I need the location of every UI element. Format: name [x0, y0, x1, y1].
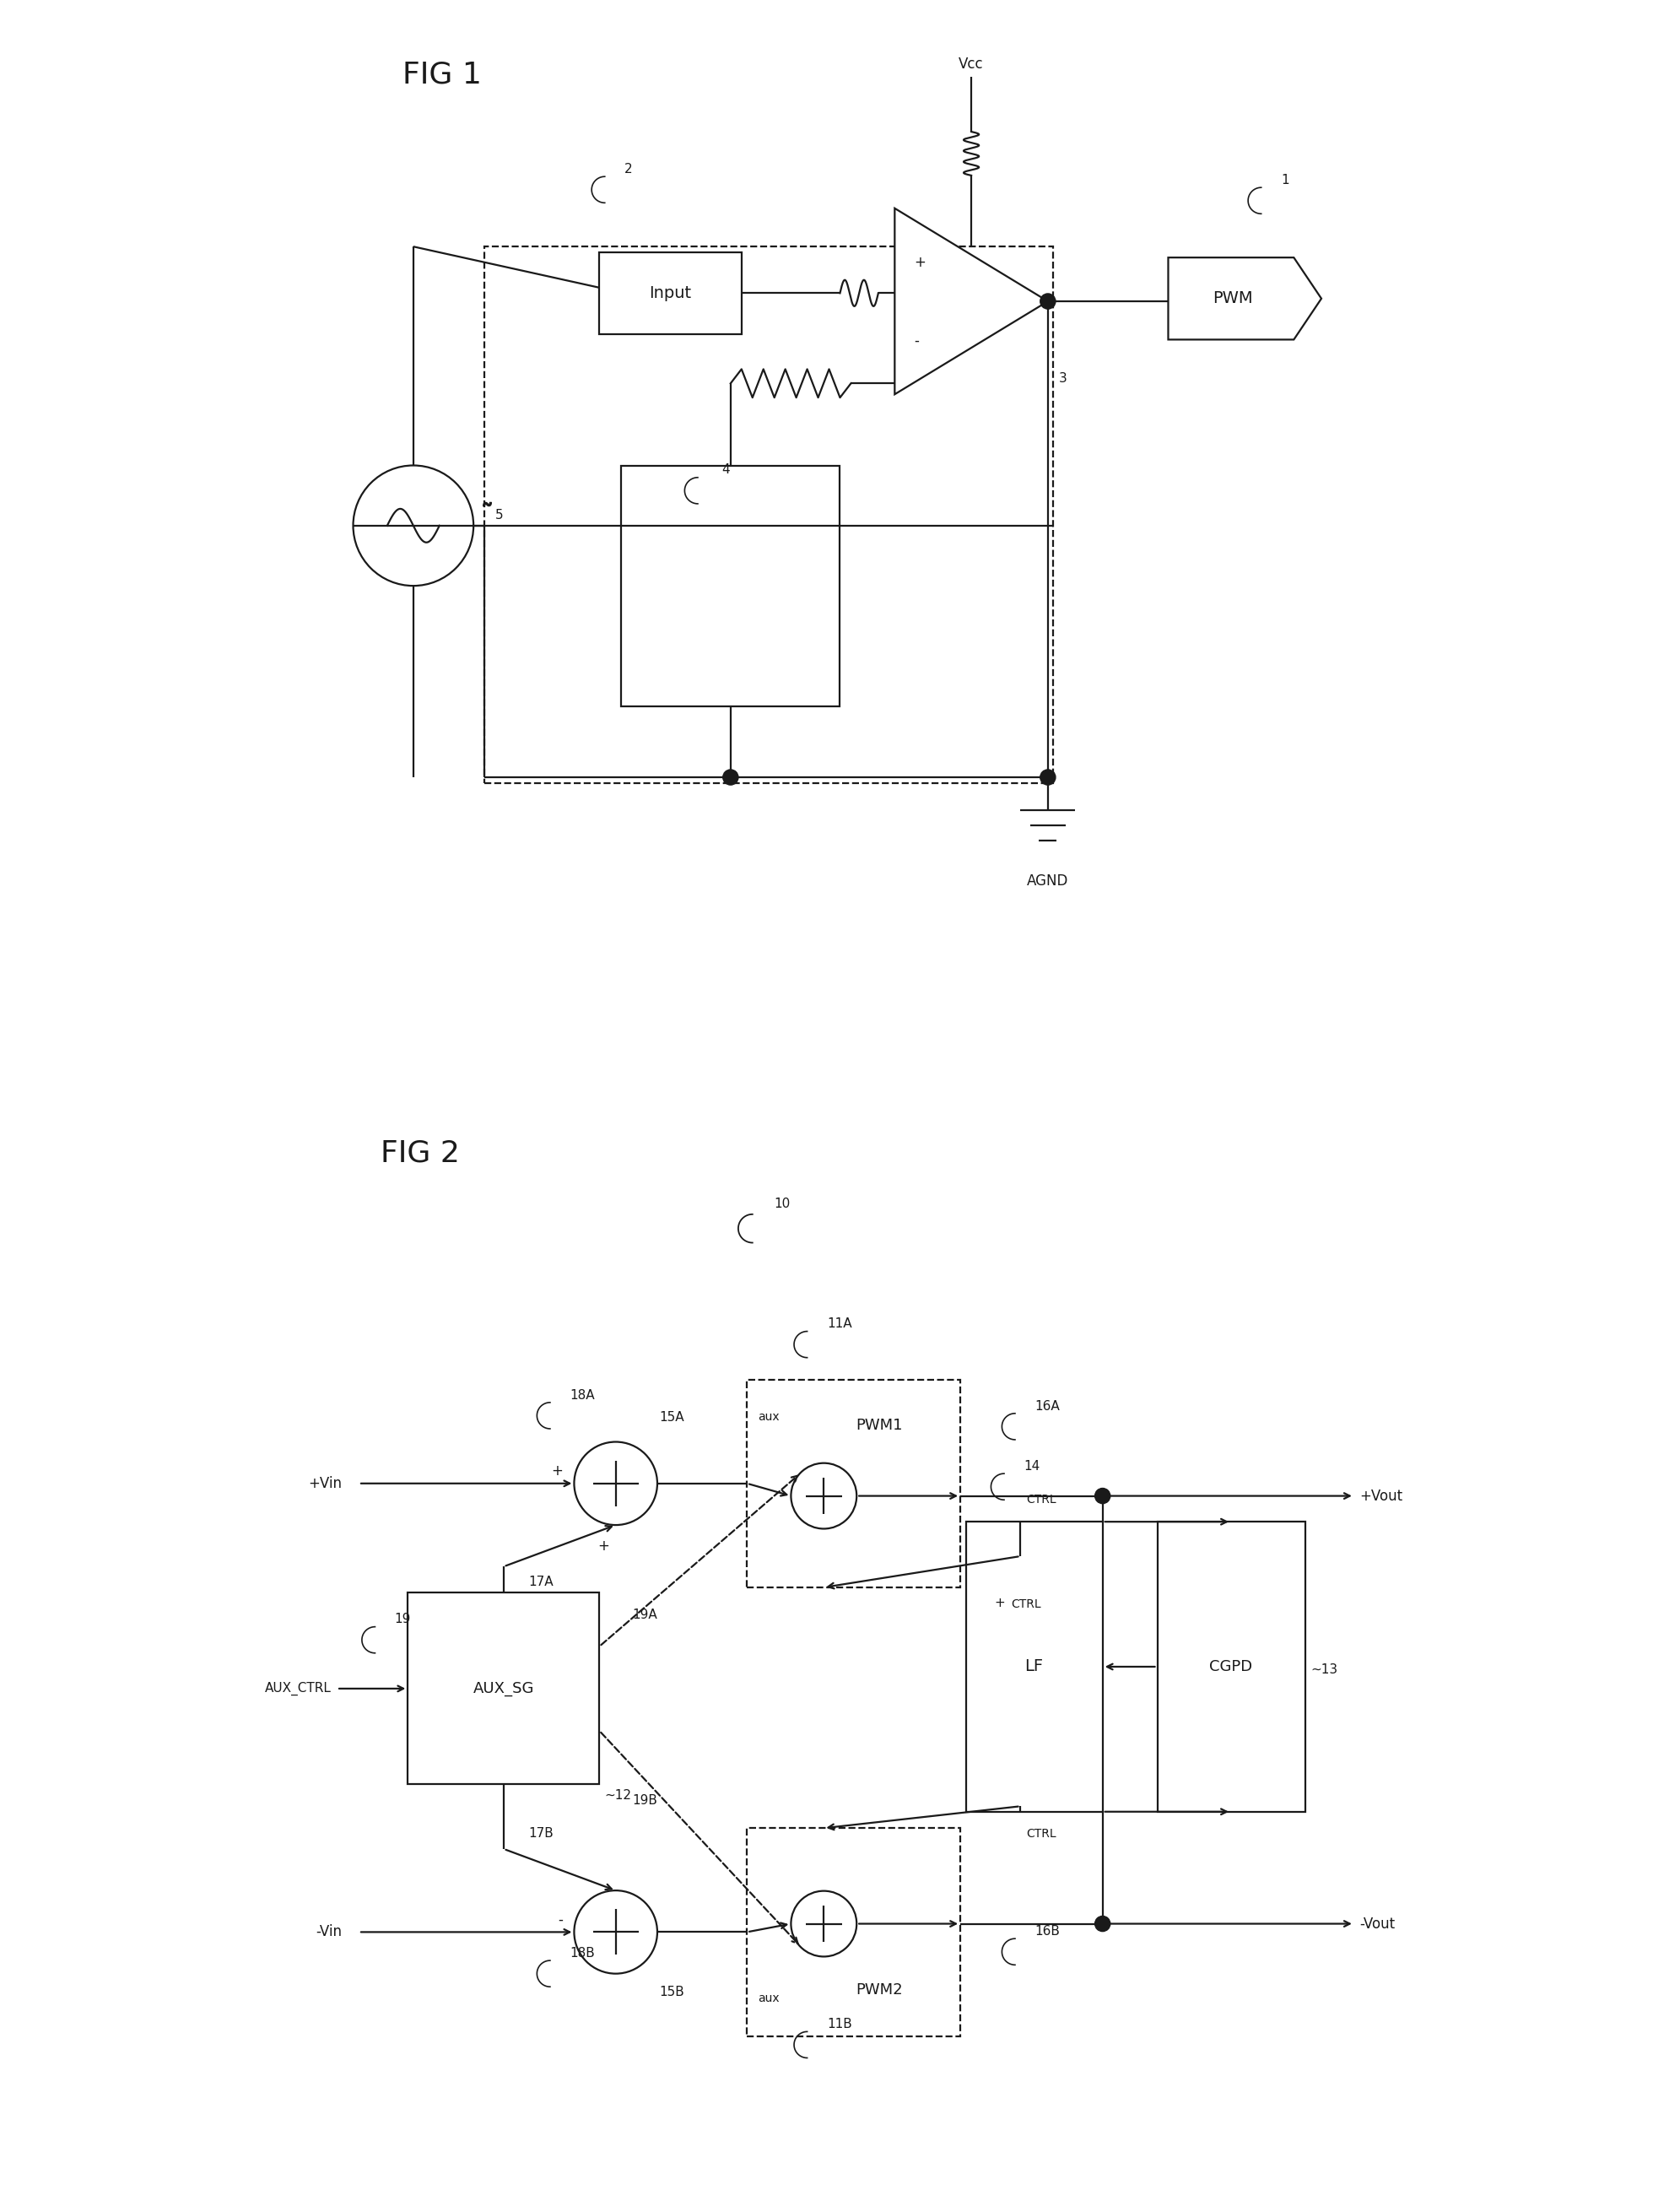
Text: 18A: 18A — [570, 1390, 595, 1401]
Text: aux: aux — [758, 1992, 780, 2005]
Text: CTRL: CTRL — [1011, 1599, 1042, 1610]
Bar — [600, 251, 741, 333]
Text: FIG 1: FIG 1 — [403, 60, 482, 88]
Polygon shape — [895, 207, 1048, 395]
Circle shape — [791, 1891, 857, 1957]
Text: CTRL: CTRL — [1026, 1493, 1057, 1504]
Circle shape — [1040, 770, 1055, 785]
Circle shape — [353, 465, 474, 587]
Text: CGPD: CGPD — [1210, 1659, 1253, 1674]
Text: 19: 19 — [395, 1613, 412, 1626]
Text: 16A: 16A — [1035, 1399, 1060, 1412]
Text: -Vout: -Vout — [1359, 1917, 1394, 1930]
Text: 14: 14 — [1023, 1460, 1040, 1471]
Text: AGND: AGND — [1026, 874, 1068, 889]
Text: LF: LF — [1025, 1659, 1043, 1674]
Text: 11A: 11A — [827, 1317, 852, 1330]
Bar — [966, 1522, 1102, 1811]
Text: 5: 5 — [496, 510, 504, 523]
Text: 10: 10 — [774, 1198, 791, 1209]
Text: 15B: 15B — [660, 1985, 684, 1999]
Circle shape — [791, 1463, 857, 1529]
Circle shape — [1040, 293, 1055, 309]
Text: CTRL: CTRL — [1026, 1829, 1057, 1840]
Bar — [484, 247, 1053, 783]
Text: 19A: 19A — [632, 1608, 657, 1621]
Circle shape — [575, 1891, 657, 1974]
Text: PWM2: PWM2 — [855, 1983, 902, 1999]
Circle shape — [1095, 1489, 1110, 1504]
Text: 17B: 17B — [528, 1827, 553, 1840]
Text: 16B: 16B — [1035, 1926, 1060, 1937]
Text: 17A: 17A — [528, 1575, 553, 1588]
Text: -: - — [914, 333, 919, 349]
Bar — [1158, 1522, 1305, 1811]
Text: -Vin: -Vin — [316, 1924, 343, 1939]
Text: 19B: 19B — [632, 1793, 657, 1807]
Bar — [748, 1379, 961, 1588]
Bar — [748, 1829, 961, 2036]
Text: Input: Input — [648, 285, 692, 300]
Text: +: + — [598, 1538, 610, 1553]
Text: +: + — [914, 254, 926, 269]
Text: FIG 2: FIG 2 — [380, 1138, 460, 1167]
Text: ~12: ~12 — [605, 1789, 632, 1802]
Bar — [622, 465, 840, 706]
Text: 15A: 15A — [660, 1412, 684, 1425]
Text: -: - — [558, 1913, 563, 1928]
Circle shape — [575, 1443, 657, 1524]
Circle shape — [722, 770, 738, 785]
Text: 2: 2 — [625, 163, 633, 176]
Text: AUX_SG: AUX_SG — [474, 1681, 534, 1696]
Text: aux: aux — [758, 1412, 780, 1423]
Text: +Vin: +Vin — [309, 1476, 343, 1491]
Text: 18B: 18B — [570, 1946, 595, 1959]
Text: PWM: PWM — [1213, 291, 1253, 307]
Text: 1: 1 — [1280, 174, 1289, 185]
Circle shape — [1095, 1917, 1110, 1932]
Text: 11B: 11B — [827, 2018, 852, 2030]
Text: 4: 4 — [722, 463, 731, 476]
Text: PWM1: PWM1 — [855, 1418, 902, 1434]
Polygon shape — [1168, 258, 1322, 340]
Text: +Vout: +Vout — [1359, 1489, 1403, 1504]
Text: +: + — [551, 1463, 563, 1478]
Text: Vcc: Vcc — [959, 57, 984, 71]
Bar — [408, 1593, 600, 1785]
Text: 3: 3 — [1058, 373, 1067, 386]
Text: ~13: ~13 — [1310, 1663, 1337, 1677]
Text: AUX_CTRL: AUX_CTRL — [265, 1681, 331, 1696]
Text: +: + — [995, 1597, 1005, 1608]
